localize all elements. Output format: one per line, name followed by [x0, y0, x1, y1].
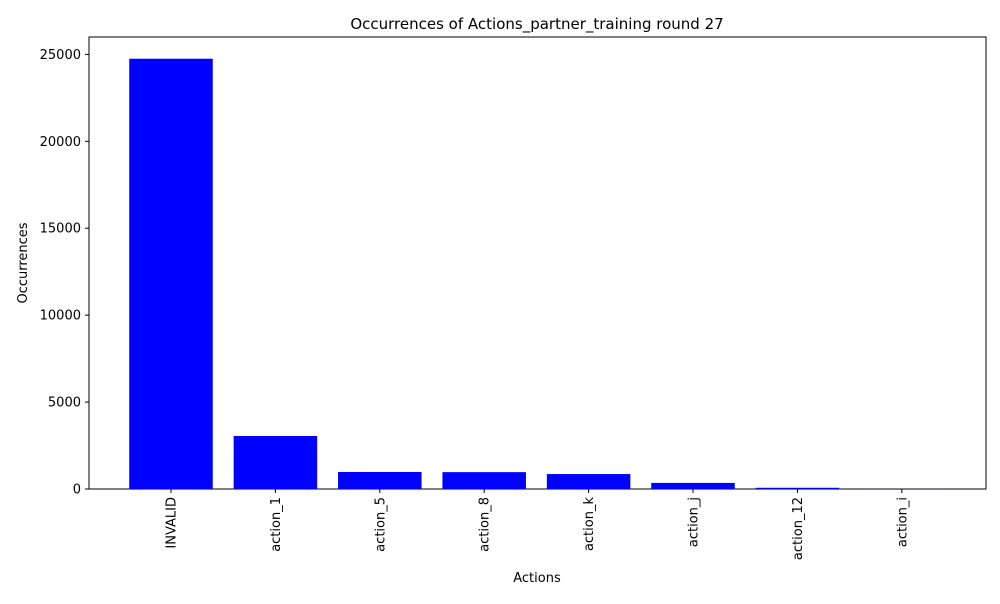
x-tick-label: action_8	[478, 497, 493, 552]
y-tick-label: 25000	[40, 48, 81, 63]
plot-area-frame	[89, 37, 986, 489]
y-axis: 0 5000 10000 15000 20000 25000	[40, 48, 89, 498]
bar-action-j	[651, 483, 735, 489]
x-axis: INVALID action_1 action_5 action_8 action_k a…	[165, 489, 911, 560]
x-tick-label: action_1	[269, 497, 284, 552]
y-tick-label: 10000	[40, 309, 81, 324]
bars	[129, 59, 943, 489]
bar-action-12	[756, 488, 840, 489]
x-tick-label: action_12	[791, 497, 806, 560]
bar-action-1	[234, 436, 318, 489]
bar-action-k	[547, 474, 631, 489]
y-tick-label: 5000	[48, 396, 81, 411]
x-tick-label: INVALID	[165, 497, 180, 549]
x-tick-label: action_j	[687, 497, 702, 547]
bar-invalid	[129, 59, 213, 489]
y-tick-label: 0	[73, 483, 81, 498]
x-axis-label: Actions	[513, 571, 561, 586]
bar-action-5	[338, 472, 422, 489]
y-axis-label: Occurrences	[16, 222, 31, 303]
y-tick-label: 20000	[40, 135, 81, 150]
x-tick-label: action_5	[373, 497, 388, 552]
x-tick-label: action_i	[895, 497, 910, 547]
x-tick-label: action_k	[582, 497, 597, 552]
y-tick-label: 15000	[40, 222, 81, 237]
chart-title: Occurrences of Actions_partner_training …	[350, 15, 723, 34]
bar-action-8	[442, 472, 526, 489]
